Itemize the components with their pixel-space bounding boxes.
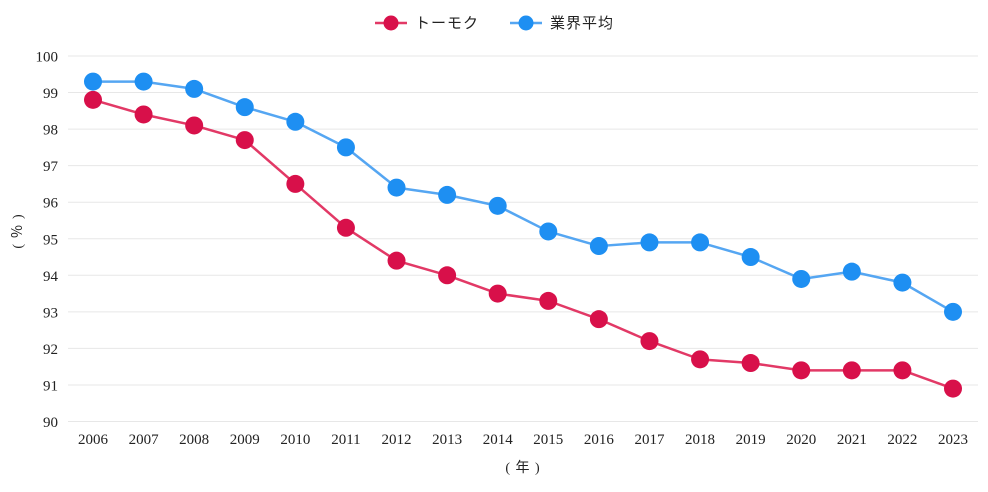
legend-dot-industry-average [518, 15, 534, 30]
x-tick-label-2006: 2006 [78, 432, 109, 448]
legend-label-industry-average: 業界平均 [550, 16, 615, 32]
x-tick-label-2014: 2014 [483, 432, 514, 448]
data-point-industry-average-2018[interactable] [691, 233, 710, 252]
x-tick-label-2017: 2017 [634, 432, 665, 448]
x-tick-label-2023: 2023 [938, 432, 968, 448]
x-axis-label: ( 年 ) [505, 461, 541, 476]
y-tick-label-100: 100 [36, 50, 59, 66]
legend-dot-tomoku [383, 15, 399, 30]
x-tick-label-2010: 2010 [280, 432, 310, 448]
x-tick-label-2016: 2016 [584, 432, 615, 448]
x-tick-label-2011: 2011 [331, 432, 360, 448]
data-point-industry-average-2007[interactable] [134, 72, 153, 91]
legend-label-tomoku: トーモク [414, 16, 479, 32]
chart-legend: トーモク 業界平均 [0, 12, 988, 33]
data-point-industry-average-2020[interactable] [792, 269, 811, 288]
data-point-tomoku-2015[interactable] [539, 291, 558, 310]
data-point-tomoku-2009[interactable] [235, 131, 254, 150]
series-line-tomoku [91, 98, 955, 390]
legend-marker-tomoku-icon [374, 15, 407, 30]
x-tick-label-2008: 2008 [179, 432, 209, 448]
y-tick-label-92: 92 [43, 342, 58, 358]
y-tick-label-95: 95 [43, 232, 58, 248]
series-line-industry-average [91, 80, 955, 314]
x-tick-label-2022: 2022 [887, 432, 917, 448]
data-point-tomoku-2011[interactable] [336, 218, 355, 237]
data-point-industry-average-2023[interactable] [944, 302, 962, 321]
x-tick-label-2007: 2007 [129, 432, 160, 448]
data-point-tomoku-2017[interactable] [640, 332, 659, 351]
y-tick-label-90: 90 [43, 415, 58, 431]
data-point-tomoku-2018[interactable] [691, 350, 710, 369]
data-point-industry-average-2019[interactable] [741, 248, 760, 267]
x-tick-label-2015: 2015 [533, 432, 563, 448]
x-tick-label-2021: 2021 [837, 432, 867, 448]
data-point-industry-average-2016[interactable] [589, 237, 608, 256]
data-point-industry-average-2014[interactable] [488, 196, 507, 215]
data-point-tomoku-2016[interactable] [589, 310, 608, 329]
data-point-tomoku-2023[interactable] [944, 379, 962, 398]
data-point-tomoku-2008[interactable] [185, 116, 204, 135]
legend-marker-industry-average-icon [510, 15, 542, 30]
data-point-industry-average-2013[interactable] [438, 185, 457, 204]
data-point-industry-average-2021[interactable] [842, 262, 861, 281]
data-point-tomoku-2021[interactable] [842, 361, 861, 380]
data-point-tomoku-2007[interactable] [134, 105, 153, 124]
data-point-industry-average-2010[interactable] [286, 112, 305, 131]
data-point-tomoku-2022[interactable] [893, 361, 912, 380]
y-tick-label-98: 98 [43, 123, 58, 139]
data-point-tomoku-2013[interactable] [438, 266, 457, 285]
y-tick-label-94: 94 [43, 269, 59, 285]
data-point-industry-average-2015[interactable] [539, 222, 558, 241]
data-point-industry-average-2017[interactable] [640, 233, 659, 252]
data-point-industry-average-2022[interactable] [893, 273, 912, 292]
x-tick-label-2009: 2009 [230, 432, 260, 448]
y-tick-label-96: 96 [43, 196, 59, 212]
x-tick-label-2018: 2018 [685, 432, 715, 448]
y-tick-label-99: 99 [43, 86, 58, 102]
x-tick-label-2019: 2019 [736, 432, 766, 448]
data-point-tomoku-2014[interactable] [488, 284, 507, 303]
x-tick-label-2013: 2013 [432, 432, 462, 448]
y-axis-label: ( ％ ) [11, 213, 26, 249]
data-point-industry-average-2009[interactable] [235, 98, 254, 117]
data-point-tomoku-2019[interactable] [741, 354, 760, 373]
data-point-industry-average-2012[interactable] [387, 178, 406, 197]
x-tick-label-2020: 2020 [786, 432, 816, 448]
legend-item-industry-average[interactable]: 業界平均 [509, 12, 614, 33]
y-tick-label-93: 93 [43, 305, 58, 321]
data-point-tomoku-2020[interactable] [792, 361, 811, 380]
data-point-tomoku-2010[interactable] [286, 174, 305, 193]
data-point-tomoku-2006[interactable] [84, 90, 102, 109]
data-point-industry-average-2011[interactable] [336, 138, 355, 157]
legend-item-tomoku[interactable]: トーモク [374, 12, 479, 33]
y-tick-label-91: 91 [43, 378, 58, 394]
x-tick-label-2012: 2012 [382, 432, 412, 448]
data-point-industry-average-2008[interactable] [185, 79, 204, 98]
data-point-industry-average-2006[interactable] [84, 72, 102, 91]
data-point-tomoku-2012[interactable] [387, 251, 406, 270]
y-tick-label-97: 97 [43, 159, 59, 175]
